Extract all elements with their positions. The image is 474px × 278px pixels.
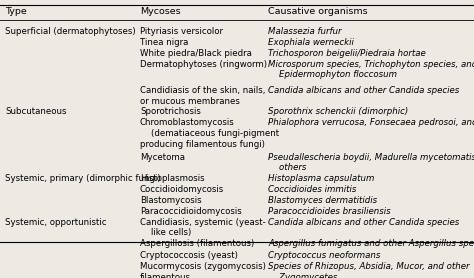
Text: (dematiaceous fungi-pigment: (dematiaceous fungi-pigment	[140, 129, 279, 138]
Text: Pseudallescheria boydii, Madurella mycetomatis, and: Pseudallescheria boydii, Madurella mycet…	[268, 153, 474, 162]
Text: Histoplasmosis: Histoplasmosis	[140, 174, 205, 183]
Text: Candida albicans and other Candida species: Candida albicans and other Candida speci…	[268, 86, 459, 95]
Text: Dermatophytoses (ringworm): Dermatophytoses (ringworm)	[140, 59, 267, 69]
Text: Mycetoma: Mycetoma	[140, 153, 185, 162]
Text: Exophiala werneckii: Exophiala werneckii	[268, 38, 354, 47]
Text: Blastomyces dermatitidis: Blastomyces dermatitidis	[268, 196, 377, 205]
Text: Candidiasis, systemic (yeast-: Candidiasis, systemic (yeast-	[140, 217, 266, 227]
Text: Sporothrix schenckii (dimorphic): Sporothrix schenckii (dimorphic)	[268, 107, 408, 116]
Text: Cryptococcosis (yeast): Cryptococcosis (yeast)	[140, 251, 238, 260]
Text: Microsporum species, Trichophyton species, and: Microsporum species, Trichophyton specie…	[268, 59, 474, 69]
Text: Candida albicans and other Candida species: Candida albicans and other Candida speci…	[268, 217, 459, 227]
Text: White piedra/Black piedra: White piedra/Black piedra	[140, 49, 252, 58]
Text: Mycoses: Mycoses	[140, 7, 181, 16]
Text: Mucormycosis (zygomycosis): Mucormycosis (zygomycosis)	[140, 262, 266, 271]
Text: Cryptococcus neoformans: Cryptococcus neoformans	[268, 251, 380, 260]
Text: Type: Type	[5, 7, 27, 16]
Text: producing filamentous fungi): producing filamentous fungi)	[140, 140, 265, 149]
Text: Pityriasis versicolor: Pityriasis versicolor	[140, 27, 223, 36]
Text: Histoplasma capsulatum: Histoplasma capsulatum	[268, 174, 374, 183]
Text: Blastomycosis: Blastomycosis	[140, 196, 201, 205]
Text: like cells): like cells)	[140, 228, 191, 237]
Text: others: others	[268, 163, 306, 172]
Text: Systemic, primary (dimorphic fungi): Systemic, primary (dimorphic fungi)	[5, 174, 161, 183]
Text: Superficial (dermatophytoses): Superficial (dermatophytoses)	[5, 27, 136, 36]
Text: Paracoccidioidomycosis: Paracoccidioidomycosis	[140, 207, 242, 216]
Text: Epidermophyton floccosum: Epidermophyton floccosum	[268, 70, 397, 80]
Text: Paracoccidioides brasiliensis: Paracoccidioides brasiliensis	[268, 207, 391, 216]
Text: Coccidioides immitis: Coccidioides immitis	[268, 185, 356, 194]
Text: Systemic, opportunistic: Systemic, opportunistic	[5, 217, 107, 227]
Text: Trichosporon beigelii/Piedraia hortae: Trichosporon beigelii/Piedraia hortae	[268, 49, 426, 58]
Text: or mucous membranes: or mucous membranes	[140, 96, 240, 106]
Text: Chromoblastomycosis: Chromoblastomycosis	[140, 118, 235, 127]
Text: Aspergillus fumigatus and other Aspergillus species: Aspergillus fumigatus and other Aspergil…	[268, 239, 474, 248]
Text: filamentous: filamentous	[140, 273, 191, 278]
Text: Tinea nigra: Tinea nigra	[140, 38, 188, 47]
Text: Phialophora verrucosa, Fonsecaea pedrosoi, and others: Phialophora verrucosa, Fonsecaea pedroso…	[268, 118, 474, 127]
Text: Subcutaneous: Subcutaneous	[5, 107, 66, 116]
Text: Sporotrichosis: Sporotrichosis	[140, 107, 201, 116]
Text: Aspergillosis (filamentous): Aspergillosis (filamentous)	[140, 239, 254, 248]
Text: Candidiasis of the skin, nails,: Candidiasis of the skin, nails,	[140, 86, 265, 95]
Text: Zygomycetes: Zygomycetes	[268, 273, 337, 278]
Text: Malassezia furfur: Malassezia furfur	[268, 27, 341, 36]
Text: Coccidioidomycosis: Coccidioidomycosis	[140, 185, 224, 194]
Text: Species of Rhizopus, Absidia, Mucor, and other: Species of Rhizopus, Absidia, Mucor, and…	[268, 262, 470, 271]
Text: Causative organisms: Causative organisms	[268, 7, 368, 16]
